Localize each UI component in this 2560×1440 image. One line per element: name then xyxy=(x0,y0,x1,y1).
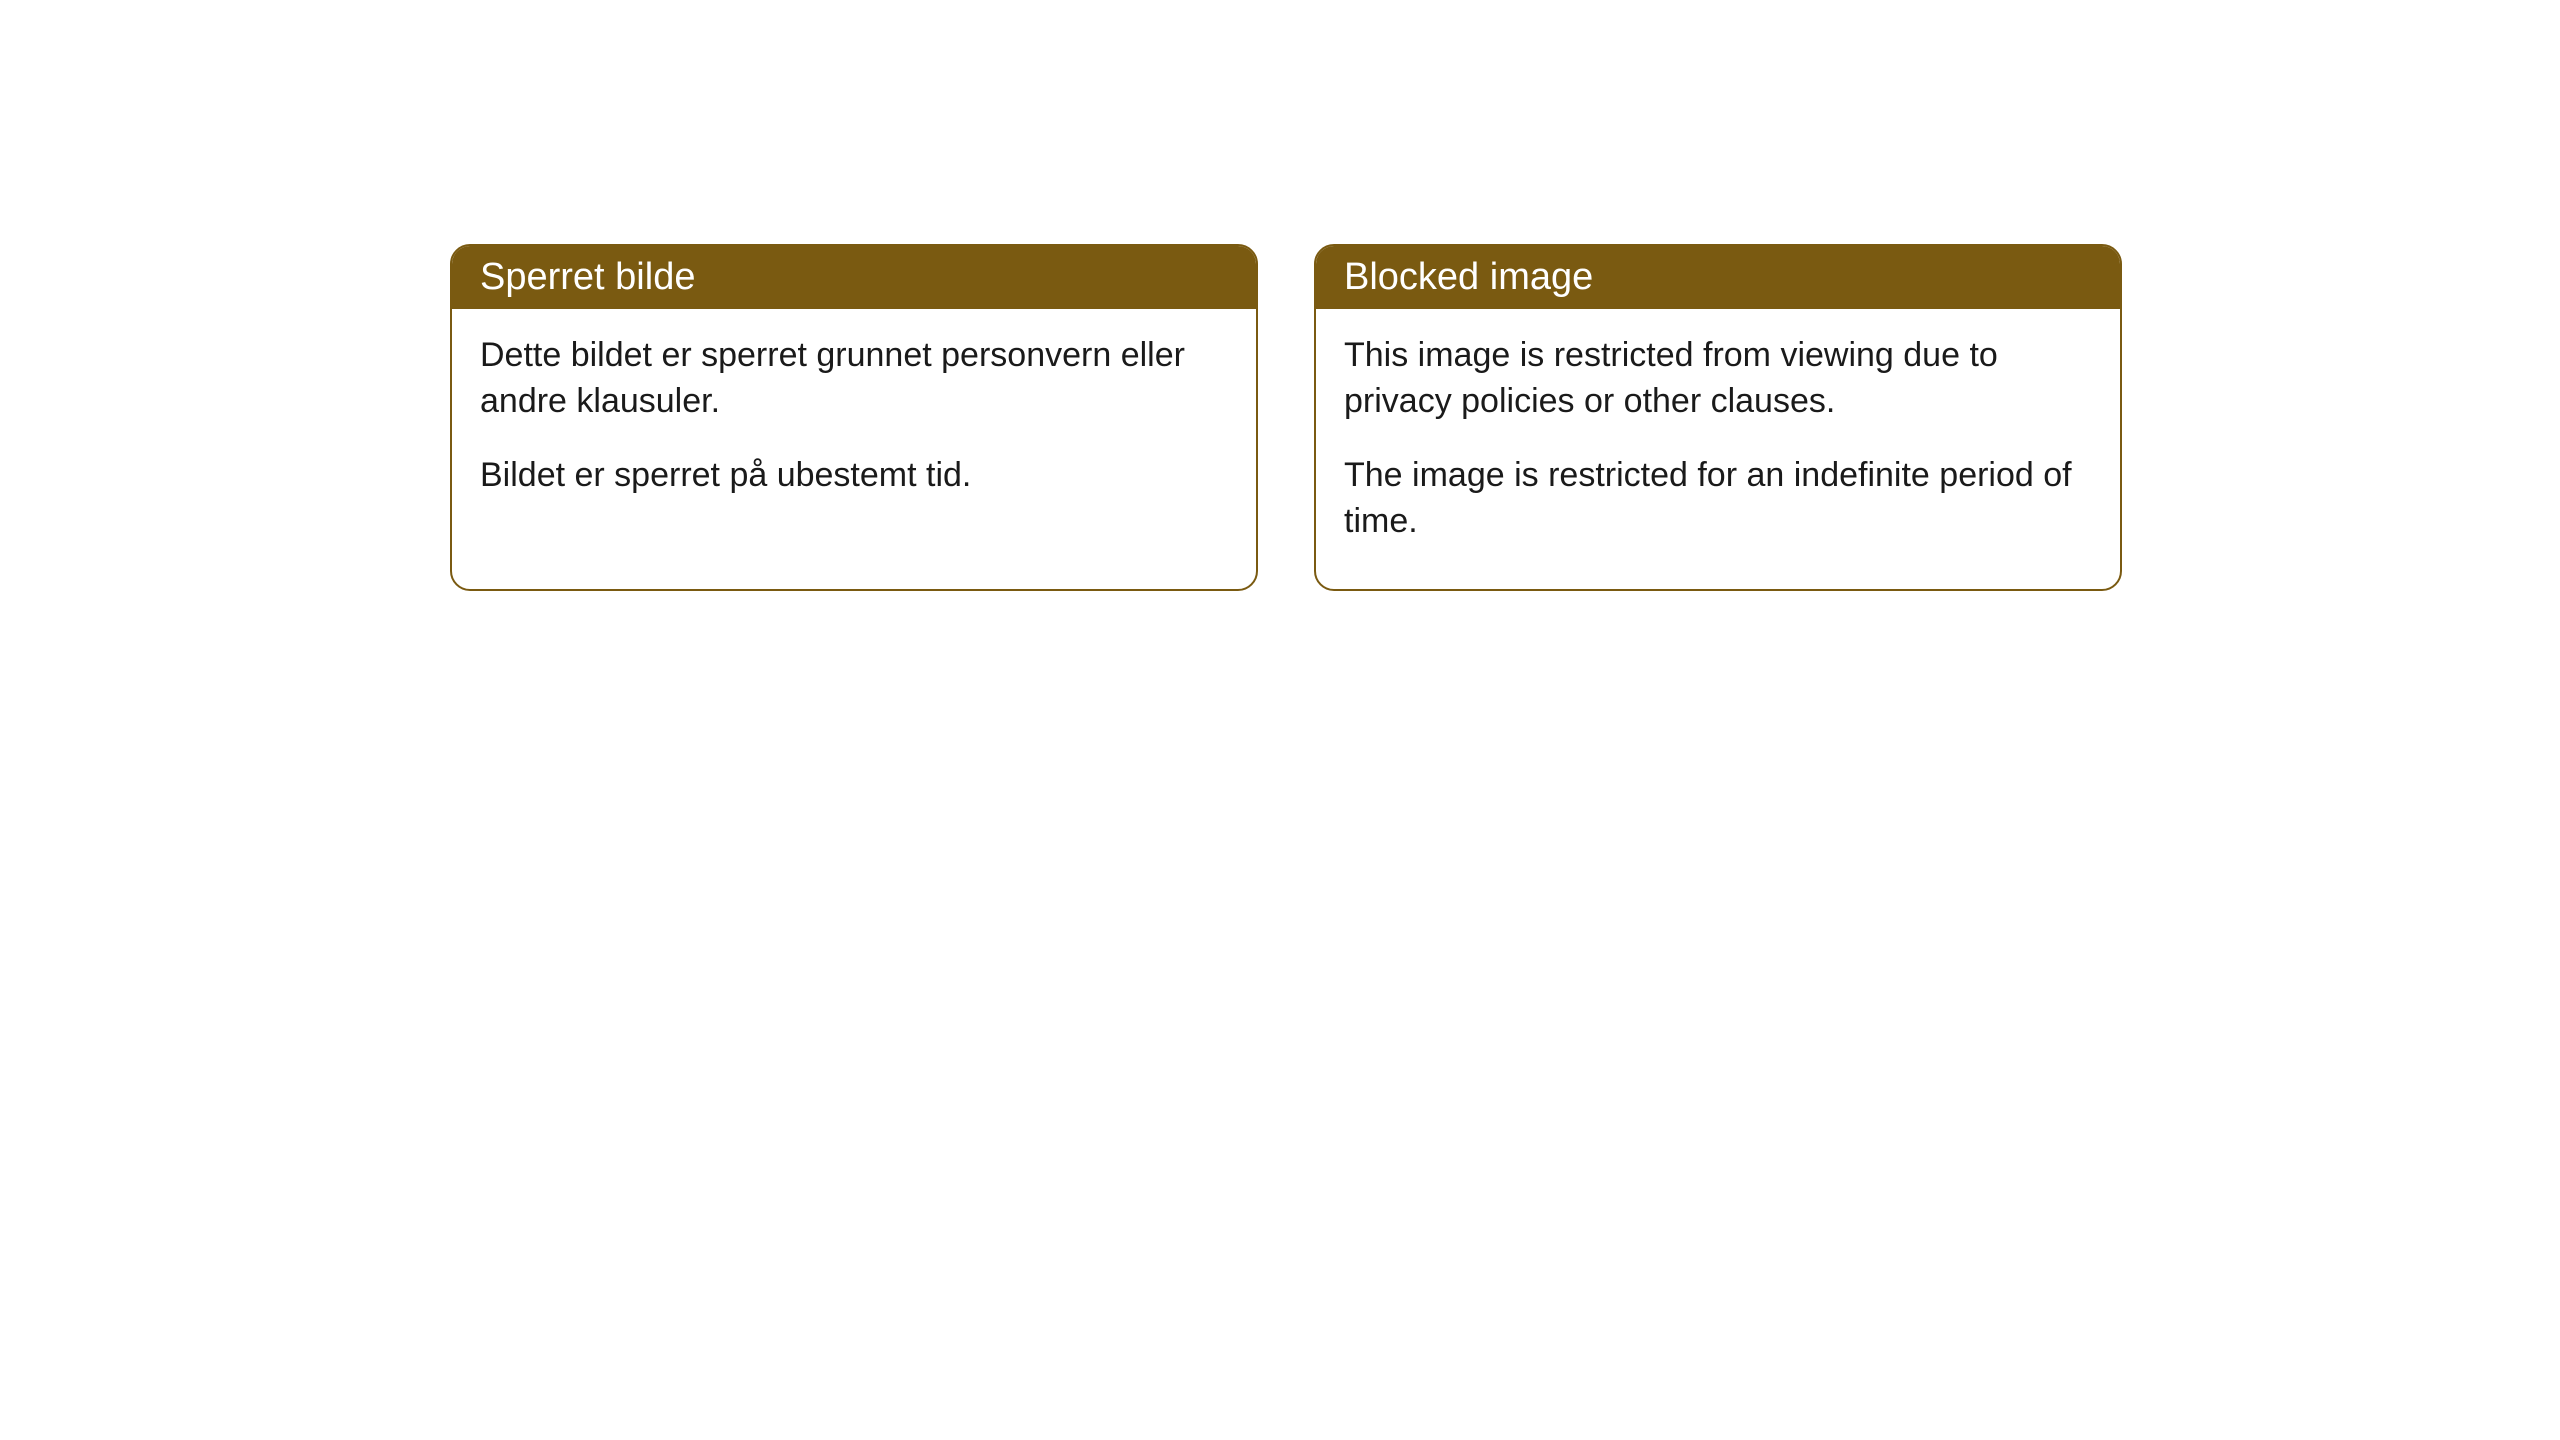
notice-text-english-1: This image is restricted from viewing du… xyxy=(1344,333,2092,425)
notice-text-norwegian-1: Dette bildet er sperret grunnet personve… xyxy=(480,333,1228,425)
notice-container: Sperret bilde Dette bildet er sperret gr… xyxy=(450,244,2122,591)
notice-title-english: Blocked image xyxy=(1316,246,2120,309)
notice-body-english: This image is restricted from viewing du… xyxy=(1316,309,2120,589)
notice-card-english: Blocked image This image is restricted f… xyxy=(1314,244,2122,591)
notice-text-english-2: The image is restricted for an indefinit… xyxy=(1344,453,2092,545)
notice-title-norwegian: Sperret bilde xyxy=(452,246,1256,309)
notice-body-norwegian: Dette bildet er sperret grunnet personve… xyxy=(452,309,1256,543)
notice-card-norwegian: Sperret bilde Dette bildet er sperret gr… xyxy=(450,244,1258,591)
notice-text-norwegian-2: Bildet er sperret på ubestemt tid. xyxy=(480,453,1228,499)
